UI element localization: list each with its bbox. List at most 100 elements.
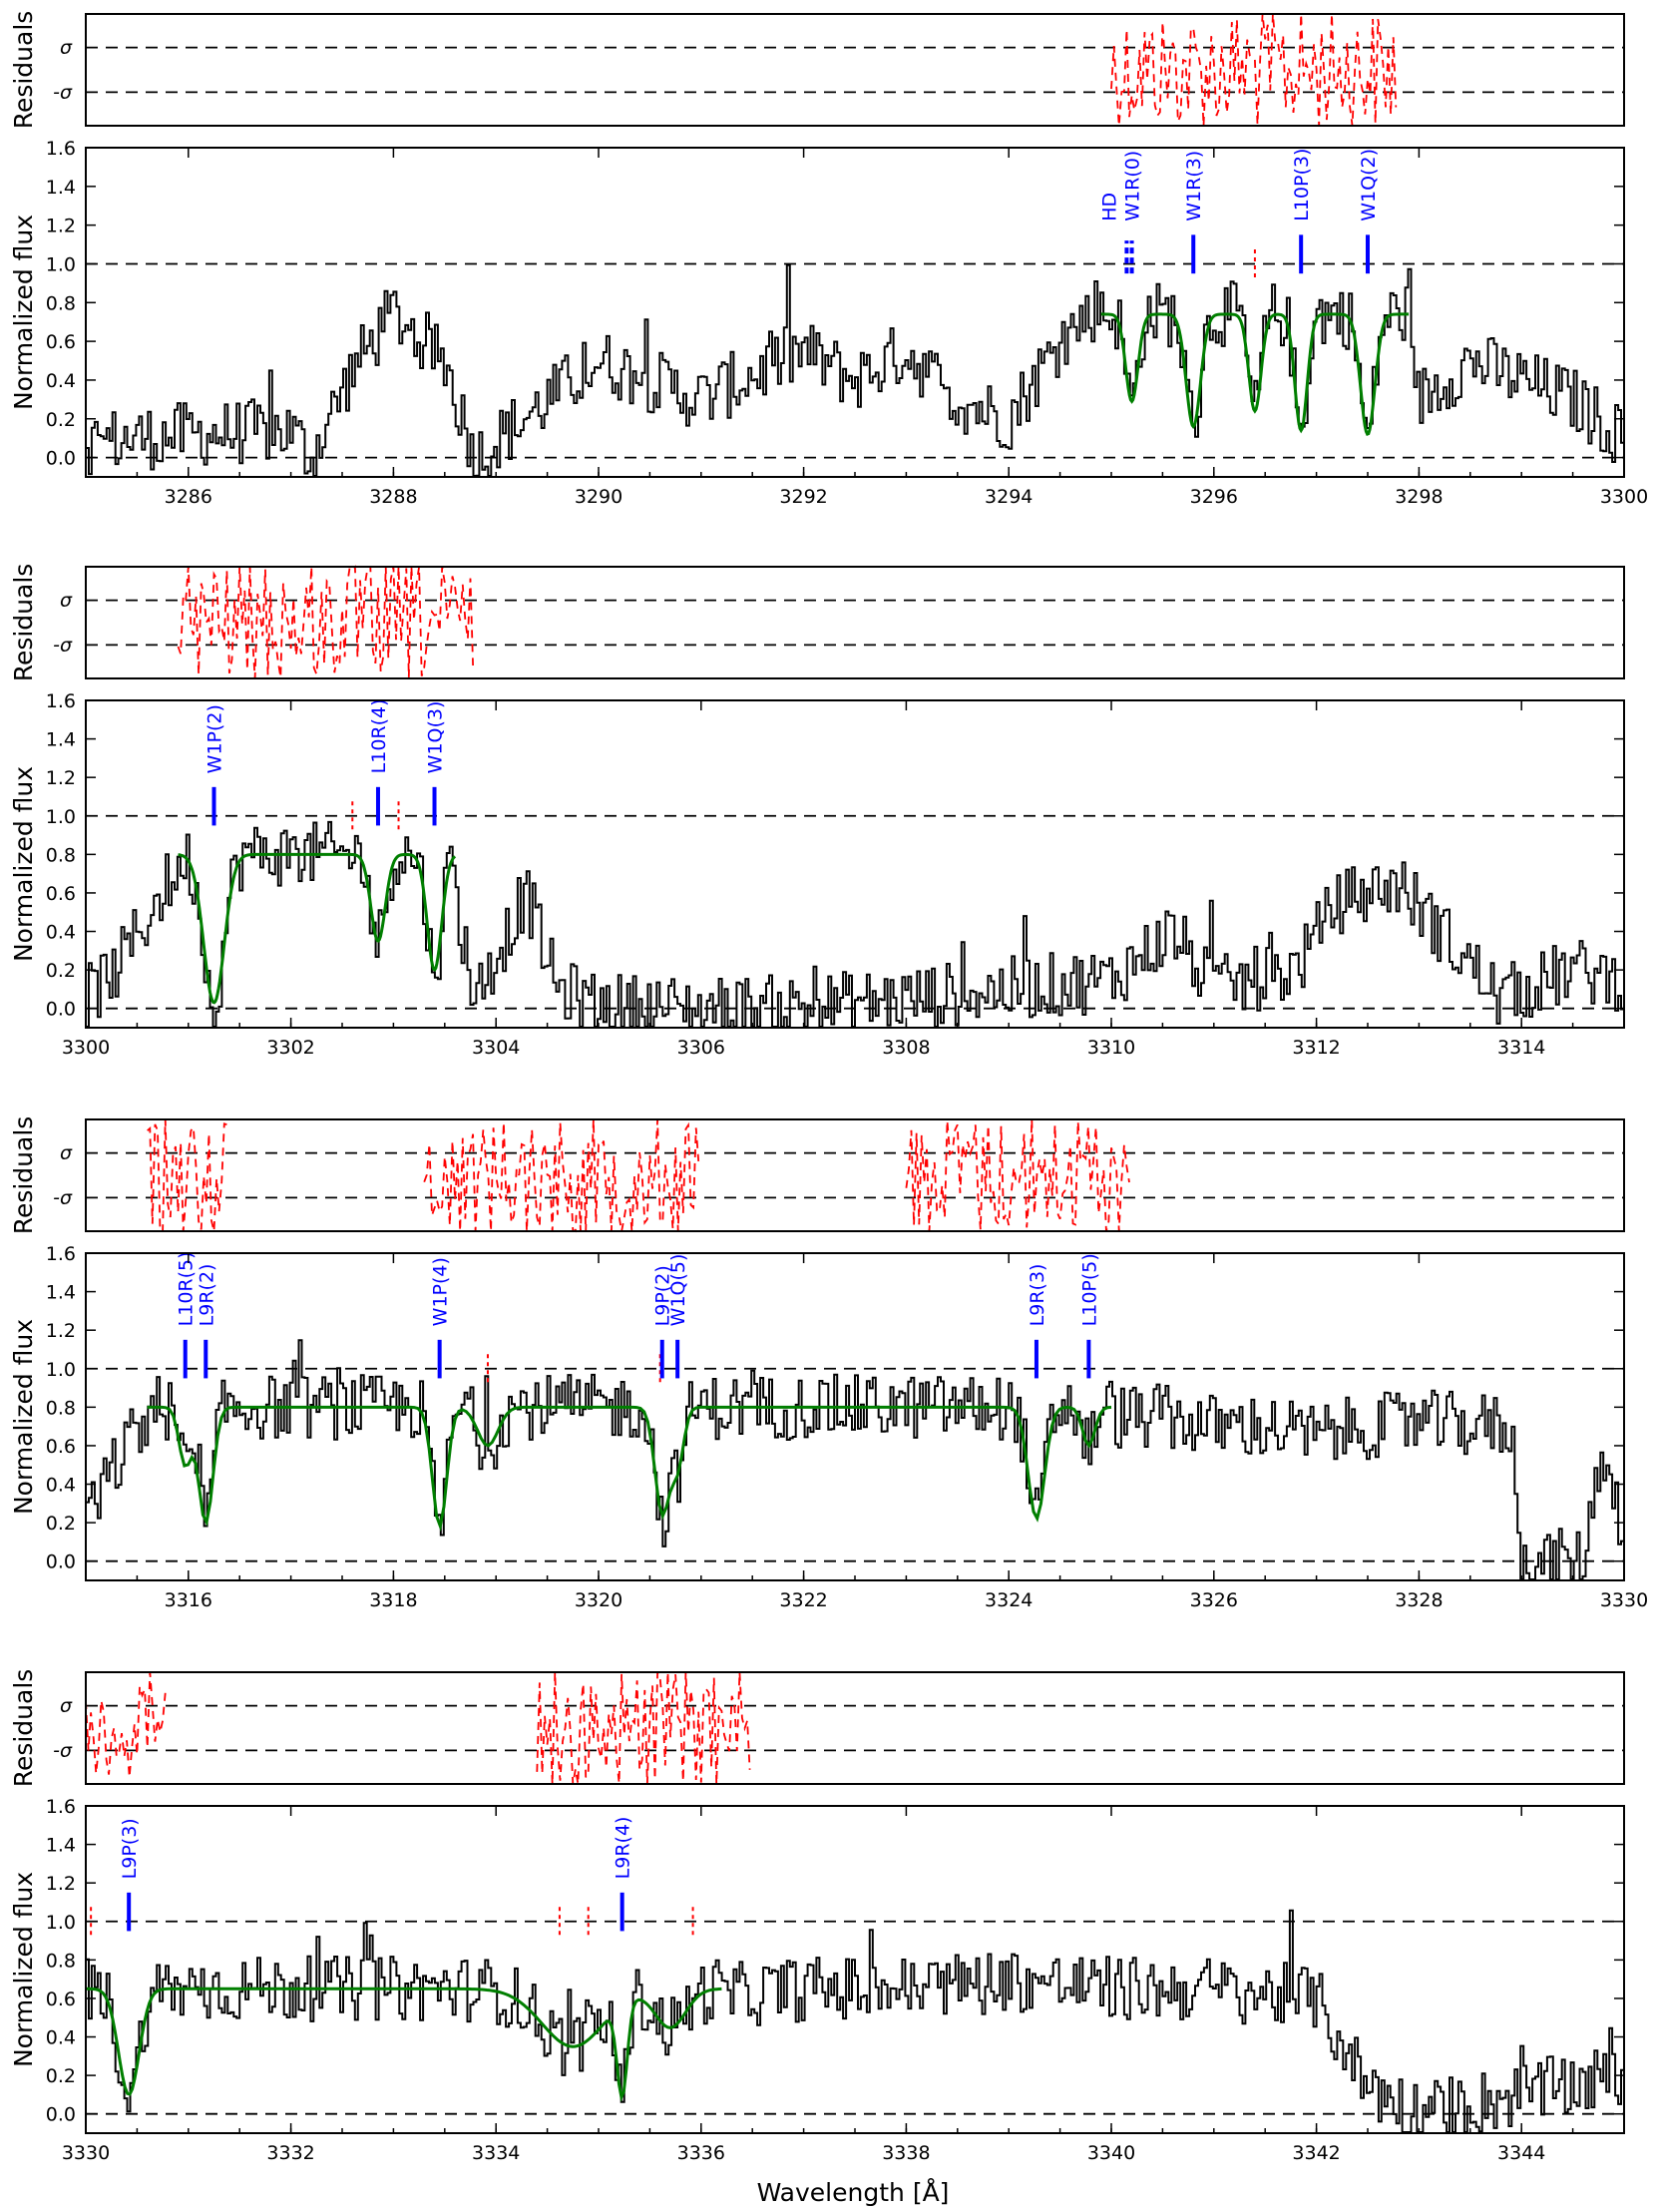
flux-frame xyxy=(85,699,1625,1029)
model-fit xyxy=(147,1405,1112,1533)
y-tick-label: 0.8 xyxy=(46,292,76,314)
y-tick-label: 0.2 xyxy=(46,960,76,982)
x-tick-label: 3298 xyxy=(1395,486,1443,508)
x-tick-label: 3316 xyxy=(165,1589,212,1611)
transition-label: L10P(3) xyxy=(1291,149,1313,221)
transition-marker: W1R(0) xyxy=(1122,151,1144,274)
panel-3: σ -σ Residuals L10R(5)L9R(2) W1P(4) L9P(2)W1Q… xyxy=(9,1116,1648,1611)
transition-marker: L9R(3) xyxy=(1027,1264,1048,1379)
y-tick-label: 1.2 xyxy=(46,1320,76,1342)
transition-marker: L10P(5) xyxy=(1078,1253,1100,1379)
x-tick-label: 3334 xyxy=(472,2142,520,2164)
sigma-tick-label: σ xyxy=(60,37,73,59)
transition-label: W1Q(3) xyxy=(425,701,447,774)
residual-series xyxy=(147,1118,227,1232)
x-tick-label: 3330 xyxy=(1600,1589,1648,1611)
y-tick-label: 0.6 xyxy=(46,1436,76,1458)
transition-label: L9P(3) xyxy=(119,1818,141,1879)
transition-marker: L10P(3) xyxy=(1291,149,1313,274)
x-tick-label: 3296 xyxy=(1190,486,1238,508)
x-tick-label: 3294 xyxy=(985,486,1033,508)
transition-marker: L10R(4) xyxy=(368,698,390,826)
x-tick-label: 3340 xyxy=(1087,2142,1135,2164)
y-tick-label: 0.4 xyxy=(46,922,76,944)
transition-marker: L9R(2) xyxy=(196,1264,217,1379)
y-tick-label: 1.0 xyxy=(46,1912,76,1934)
residual-panel: σ -σ Residuals xyxy=(9,564,1625,682)
transition-label: W1P(2) xyxy=(205,704,226,773)
y-tick-label: 0.2 xyxy=(46,409,76,431)
flux-panel: HD W1R(0) W1R(3) L10P(3) W1Q(2) 0.0 0.2 0.4 0.6 0… xyxy=(9,138,1648,508)
y-tick-label: 0.0 xyxy=(46,1551,76,1573)
residual-series xyxy=(536,1671,751,1785)
transition-label: L9R(2) xyxy=(196,1264,217,1327)
y-tick-label: 1.6 xyxy=(46,138,76,160)
y-tick-label: 0.6 xyxy=(46,331,76,353)
y-tick-label: 0.6 xyxy=(46,1989,76,2010)
residuals-axis-label: Residuals xyxy=(9,1116,38,1235)
transition-marker: W1Q(2) xyxy=(1358,149,1380,274)
minus-sigma-tick-label: -σ xyxy=(53,1739,73,1761)
x-tick-label: 3342 xyxy=(1292,2142,1340,2164)
y-tick-label: 1.2 xyxy=(46,216,76,237)
x-tick-label: 3332 xyxy=(266,2142,314,2164)
x-tick-label: 3310 xyxy=(1087,1037,1135,1059)
x-tick-label: 3338 xyxy=(882,2142,930,2164)
transition-label: L9R(3) xyxy=(1027,1264,1048,1327)
transition-label: L10P(5) xyxy=(1078,1253,1100,1326)
residual-panel: σ -σ Residuals xyxy=(9,1669,1625,1787)
residual-panel: σ -σ Residuals xyxy=(9,11,1625,130)
model-fit xyxy=(1100,312,1410,437)
x-tick-label: 3330 xyxy=(62,2142,110,2164)
transition-marker: W1Q(3) xyxy=(425,701,447,826)
x-tick-label: 3318 xyxy=(369,1589,417,1611)
transition-label: L10R(5) xyxy=(176,1251,198,1326)
transition-marker: W1Q(5) xyxy=(667,1254,689,1379)
residuals-axis-label: Residuals xyxy=(9,564,38,682)
flux-axis-label: Normalized flux xyxy=(9,1872,38,2067)
y-tick-label: 1.6 xyxy=(46,1796,76,1818)
transition-label: W1R(0) xyxy=(1122,151,1144,221)
x-tick-label: 3324 xyxy=(985,1589,1033,1611)
flux-axis-label: Normalized flux xyxy=(9,766,38,962)
x-tick-label: 3308 xyxy=(882,1037,930,1059)
transition-marker: L9P(2) xyxy=(652,1265,674,1379)
y-tick-label: 0.4 xyxy=(46,1475,76,1497)
x-tick-label: 3290 xyxy=(575,486,622,508)
x-tick-label: 3326 xyxy=(1190,1589,1238,1611)
residual-frame xyxy=(85,1671,1625,1785)
residual-series xyxy=(85,1671,167,1778)
transition-label: L9R(4) xyxy=(613,1817,634,1880)
panel-2: σ -σ Residuals W1P(2) L10R(4) W1Q(3) 0.0 0.2 0.4… xyxy=(9,564,1625,1059)
residual-series xyxy=(423,1118,700,1233)
x-tick-label: 3300 xyxy=(62,1037,110,1059)
x-tick-label: 3288 xyxy=(369,486,417,508)
transition-label: W1R(3) xyxy=(1183,151,1205,221)
residuals-axis-label: Residuals xyxy=(9,11,38,130)
residual-frame xyxy=(85,13,1625,127)
x-tick-label: 3312 xyxy=(1292,1037,1340,1059)
transition-marker: L10R(5) xyxy=(176,1251,198,1379)
y-tick-label: 0.4 xyxy=(46,2027,76,2049)
residual-panel: σ -σ Residuals xyxy=(9,1116,1625,1235)
observed-spectrum xyxy=(86,1339,1624,1580)
x-tick-label: 3320 xyxy=(575,1589,622,1611)
y-tick-label: 0.0 xyxy=(46,2104,76,2126)
observed-spectrum xyxy=(86,820,1624,1028)
x-tick-label: 3322 xyxy=(779,1589,827,1611)
transition-marker: W1R(3) xyxy=(1183,151,1205,274)
transition-marker: L9P(3) xyxy=(119,1818,141,1932)
transition-marker: HD xyxy=(1098,193,1129,274)
x-axis-label: Wavelength [Å] xyxy=(757,2178,950,2207)
residual-series xyxy=(1110,13,1398,127)
y-tick-label: 0.8 xyxy=(46,1950,76,1972)
x-tick-label: 3286 xyxy=(165,486,212,508)
minus-sigma-tick-label: -σ xyxy=(53,1186,73,1208)
transition-marker: L9R(4) xyxy=(613,1817,634,1932)
y-tick-label: 1.0 xyxy=(46,1359,76,1381)
model-fit xyxy=(86,1987,722,2102)
y-tick-label: 0.8 xyxy=(46,1397,76,1419)
transition-label: W1P(4) xyxy=(430,1257,452,1326)
flux-frame xyxy=(85,147,1625,478)
